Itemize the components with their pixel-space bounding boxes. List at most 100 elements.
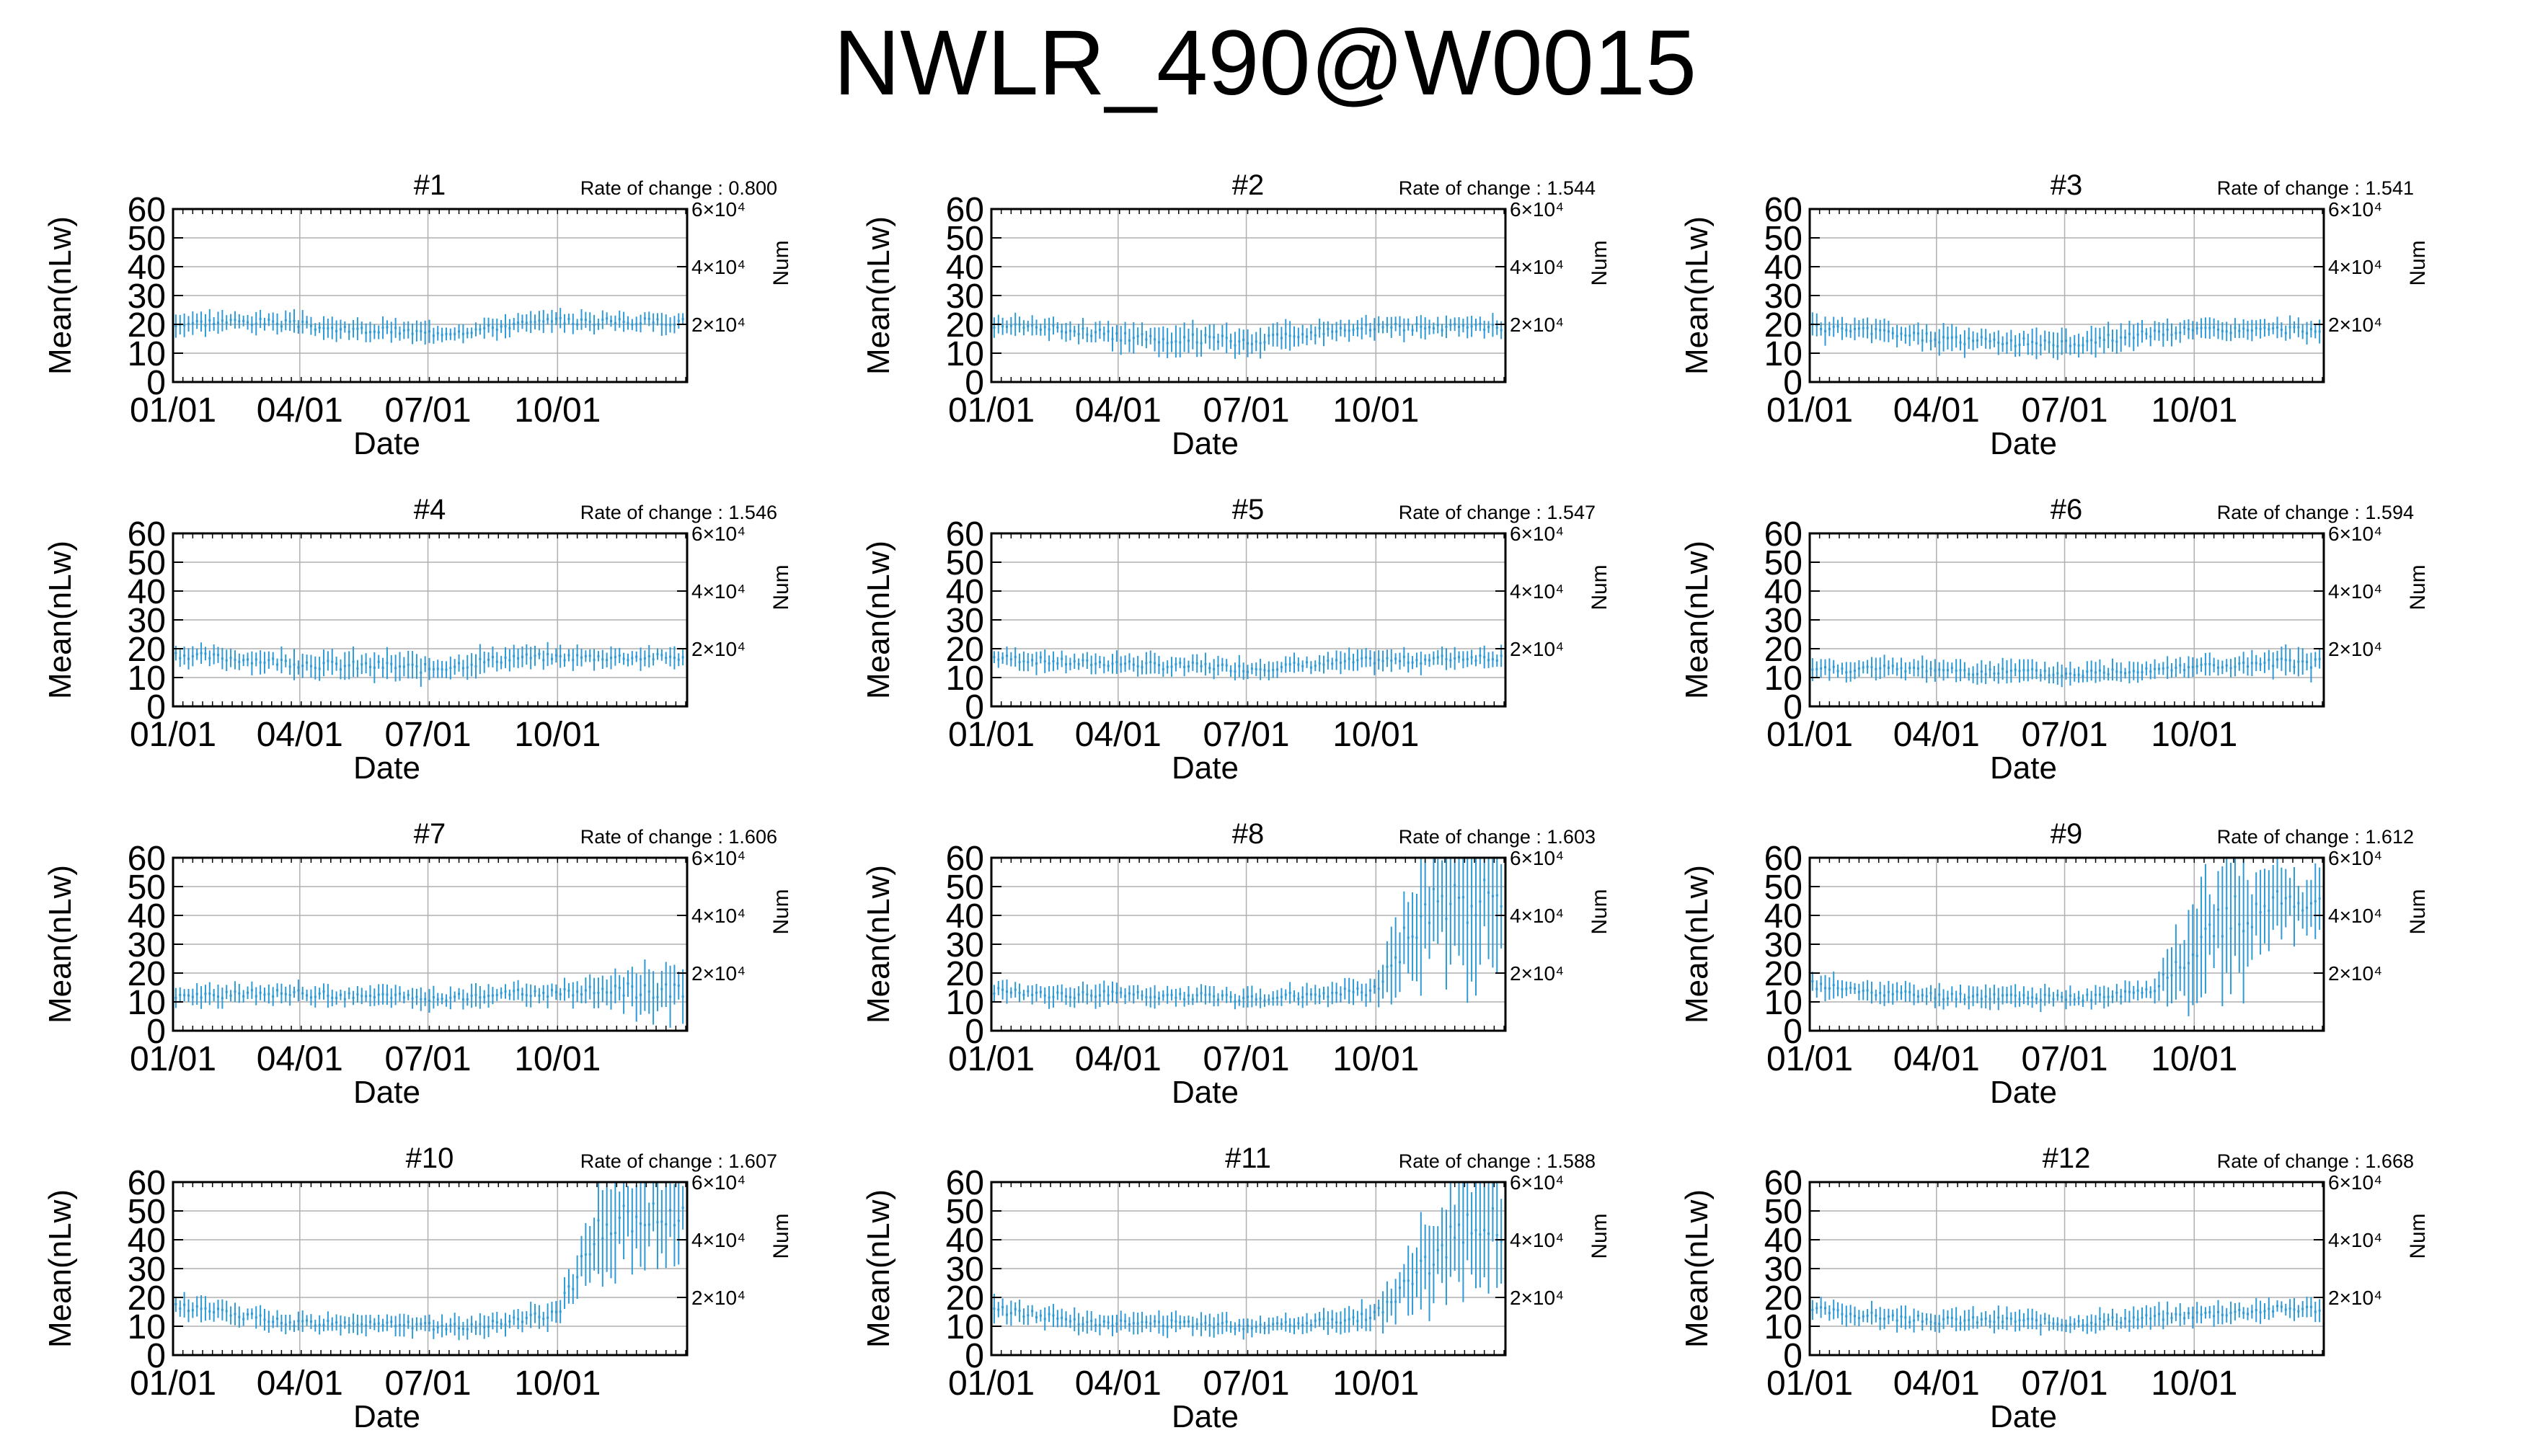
y2-tick-label: 4×10⁴ [1510, 1229, 1564, 1251]
y2-tick-label: 4×10⁴ [691, 905, 746, 927]
data-point [1916, 332, 1919, 335]
x-tick-label: 04/01 [257, 1364, 343, 1403]
data-point [2221, 1313, 2224, 1316]
data-point [1175, 996, 1177, 999]
data-point [2314, 330, 2317, 333]
data-point [2247, 665, 2250, 668]
data-point [1102, 664, 1105, 667]
data-point [2154, 329, 2157, 332]
data-point [2175, 961, 2177, 964]
data-point [1394, 657, 1397, 660]
x-tick-label: 10/01 [514, 1040, 601, 1078]
data-point [1111, 990, 1114, 993]
data-point [2284, 897, 2287, 900]
data-point [2301, 1308, 2304, 1310]
data-point [1065, 1318, 1068, 1320]
data-point [1343, 329, 1346, 332]
data-point [1491, 895, 1494, 897]
y-axis-label: Mean(nLw) [1679, 1189, 1715, 1348]
y-axis-label: Mean(nLw) [861, 541, 896, 699]
y-tick-label: 0 [965, 688, 984, 727]
data-point [327, 1320, 329, 1323]
y-tick-label: 50 [1764, 869, 1803, 907]
data-point [470, 663, 473, 666]
data-point [2242, 1312, 2245, 1315]
data-point [466, 998, 469, 1000]
data-point [1284, 993, 1287, 996]
data-point [1823, 987, 1826, 990]
data-point [1327, 660, 1330, 662]
data-point [2318, 330, 2321, 333]
data-point [2082, 344, 2084, 347]
data-point [1200, 665, 1203, 667]
data-point [614, 985, 616, 987]
data-point [1394, 956, 1397, 959]
data-point [1365, 1318, 1368, 1321]
data-point [1896, 1319, 1898, 1322]
data-point [1280, 666, 1283, 669]
y-tick-label: 0 [965, 364, 984, 402]
data-point [665, 657, 668, 660]
data-point [2141, 991, 2144, 994]
data-point [1043, 994, 1046, 997]
y2-tick-label: 6×10⁴ [2328, 847, 2382, 869]
data-point [1242, 997, 1245, 1000]
data-point [234, 990, 236, 993]
y2-axis-label: Num [1588, 240, 1611, 285]
data-point [284, 1323, 287, 1326]
data-point [1828, 668, 1831, 671]
data-point [1208, 667, 1211, 670]
data-point [1432, 1264, 1435, 1266]
y2-tick-label: 4×10⁴ [2328, 905, 2382, 927]
data-point [1857, 327, 1860, 330]
data-point [2306, 660, 2309, 663]
chart-panel: #12 Rate of change : 1.668 0 10 20 30 40 50 60 2×… [1637, 1132, 2466, 1456]
data-point [554, 317, 557, 320]
data-point [635, 655, 638, 658]
chart-panel: #7 Rate of change : 1.606 0 10 20 30 40 50 60 2×1… [0, 807, 829, 1132]
data-point [1879, 1317, 1882, 1320]
data-point [402, 329, 405, 332]
data-point [1077, 333, 1080, 336]
data-point [1001, 657, 1004, 660]
data-point [1445, 918, 1448, 920]
y-tick-label: 60 [128, 1164, 166, 1202]
data-point [458, 1327, 461, 1330]
data-point [394, 993, 397, 996]
data-point [1247, 670, 1249, 673]
data-point [1276, 333, 1279, 336]
data-point [322, 1323, 325, 1326]
data-point [635, 323, 638, 326]
data-point [174, 1302, 177, 1305]
data-point [601, 658, 604, 661]
data-point [1479, 1233, 1482, 1236]
data-point [297, 1320, 300, 1323]
data-point [1339, 993, 1342, 996]
data-point [399, 993, 402, 995]
data-point [1027, 325, 1030, 328]
data-point [1845, 671, 1848, 674]
data-point [2069, 672, 2071, 675]
data-point [1247, 342, 1249, 345]
panel-title: #6 [2051, 494, 2083, 525]
chart-svg: #7 Rate of change : 1.60601020304050602×1… [43, 818, 793, 1110]
data-point [1461, 658, 1464, 661]
data-point [2306, 906, 2309, 909]
data-point [1107, 994, 1110, 997]
data-point [1352, 329, 1355, 332]
data-point [306, 321, 309, 324]
data-point [415, 1323, 418, 1326]
data-point [1908, 1320, 1911, 1323]
data-point [1309, 666, 1312, 669]
data-point [1238, 1324, 1241, 1327]
x-axis-label: Date [1172, 1075, 1239, 1110]
data-point [1997, 998, 2000, 1000]
y-tick-label: 50 [1764, 220, 1803, 258]
data-point [1857, 667, 1860, 670]
data-point [479, 1323, 482, 1326]
data-point [213, 994, 216, 997]
data-point [204, 324, 207, 327]
data-point [610, 991, 613, 994]
data-point [673, 323, 676, 326]
data-point [441, 668, 443, 671]
